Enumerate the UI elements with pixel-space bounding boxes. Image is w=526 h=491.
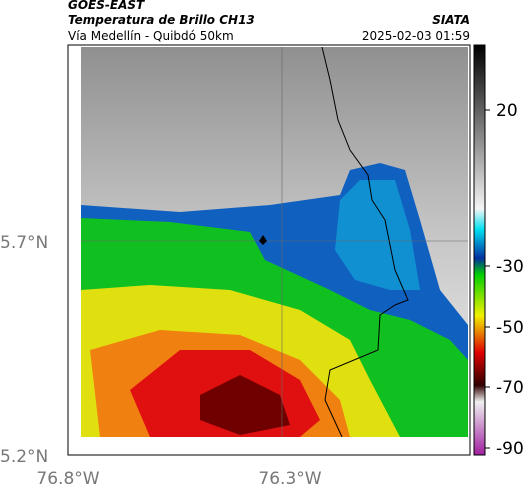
satellite-image: [81, 47, 468, 437]
colorbar-ticks: [485, 109, 490, 449]
colorbar-label: -50: [496, 318, 524, 338]
title: GOES-EAST: [68, 0, 145, 12]
timestamp: 2025-02-03 01:59: [362, 29, 470, 43]
subtitle: Temperatura de Brillo CH13: [68, 13, 255, 27]
route: Vía Medellín - Quibdó 50km: [68, 29, 234, 43]
lat-label: 5.2°N: [0, 447, 48, 467]
lon-label: 76.3°W: [258, 469, 321, 489]
colorbar-label: -30: [496, 257, 524, 277]
source: SIATA: [432, 13, 470, 27]
colorbar-label: 20: [496, 101, 518, 121]
lon-label: 76.8°W: [36, 469, 99, 489]
colorbar: [473, 44, 486, 456]
lat-label: 5.7°N: [0, 233, 48, 253]
colorbar-label: -90: [496, 439, 524, 459]
colorbar-label: -70: [496, 378, 524, 398]
